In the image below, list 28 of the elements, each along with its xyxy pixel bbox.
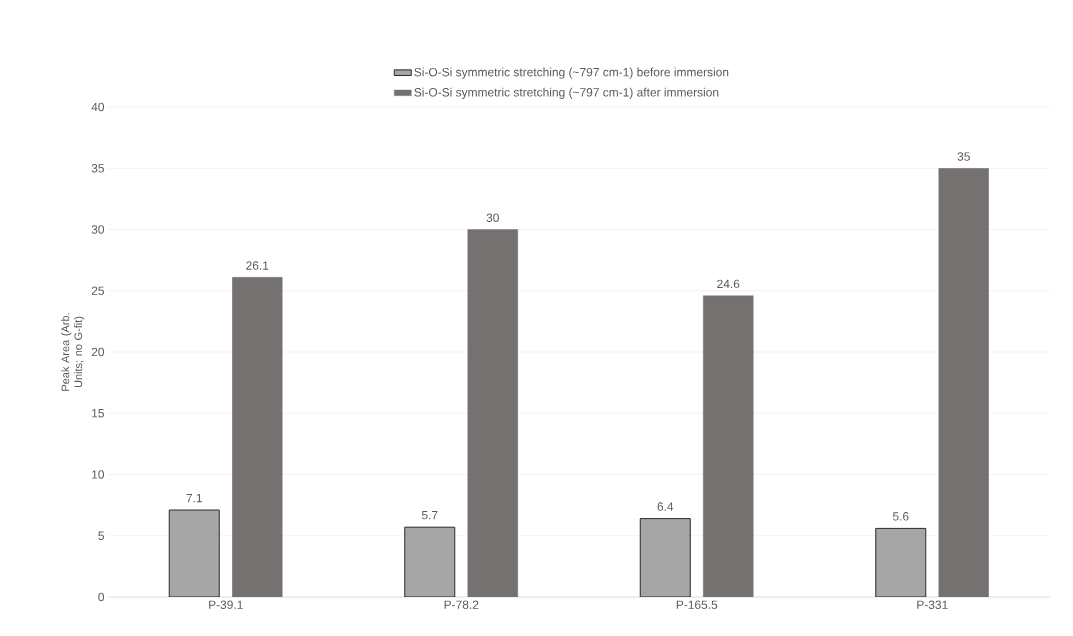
x-tick-label: P-165.5 bbox=[676, 600, 718, 609]
y-tick-label: 40 bbox=[91, 102, 105, 112]
bar bbox=[875, 527, 927, 597]
data-label: 24.6 bbox=[717, 279, 740, 289]
y-tick-label: 10 bbox=[92, 470, 105, 479]
y-tick-label: 5 bbox=[98, 531, 104, 540]
y-tick-label: 15 bbox=[92, 409, 104, 418]
y-tick-label: 20 bbox=[91, 347, 105, 357]
bar bbox=[404, 526, 456, 597]
x-tick-label: P-39.1 bbox=[209, 600, 243, 609]
bar bbox=[639, 518, 691, 597]
y-tick-label: 35 bbox=[91, 164, 104, 173]
x-tick-label: P-78.2 bbox=[444, 600, 479, 609]
y-tick-label: 0 bbox=[98, 592, 105, 602]
data-label: 26.1 bbox=[246, 261, 269, 270]
y-tick-label: 30 bbox=[91, 225, 105, 234]
data-label: 5.7 bbox=[421, 511, 438, 520]
y-tick-label: 25 bbox=[91, 286, 104, 295]
data-label: 5.6 bbox=[892, 512, 909, 521]
legend-label: Si-O-Si symmetric stretching (~797 cm-1) before immersion bbox=[414, 67, 729, 79]
legend-label: Si-O-Si symmetric stretching (~797 cm-1) after immersion bbox=[414, 87, 719, 99]
data-label: 6.4 bbox=[657, 502, 674, 511]
bar bbox=[168, 509, 220, 597]
data-label: 7.1 bbox=[186, 493, 202, 503]
y-axis-title: Peak Area (Arb. Units; no G-fit) bbox=[61, 313, 85, 391]
data-label: 35 bbox=[957, 152, 970, 161]
data-label: 30 bbox=[486, 213, 499, 222]
x-tick-label: P-331 bbox=[917, 600, 948, 609]
